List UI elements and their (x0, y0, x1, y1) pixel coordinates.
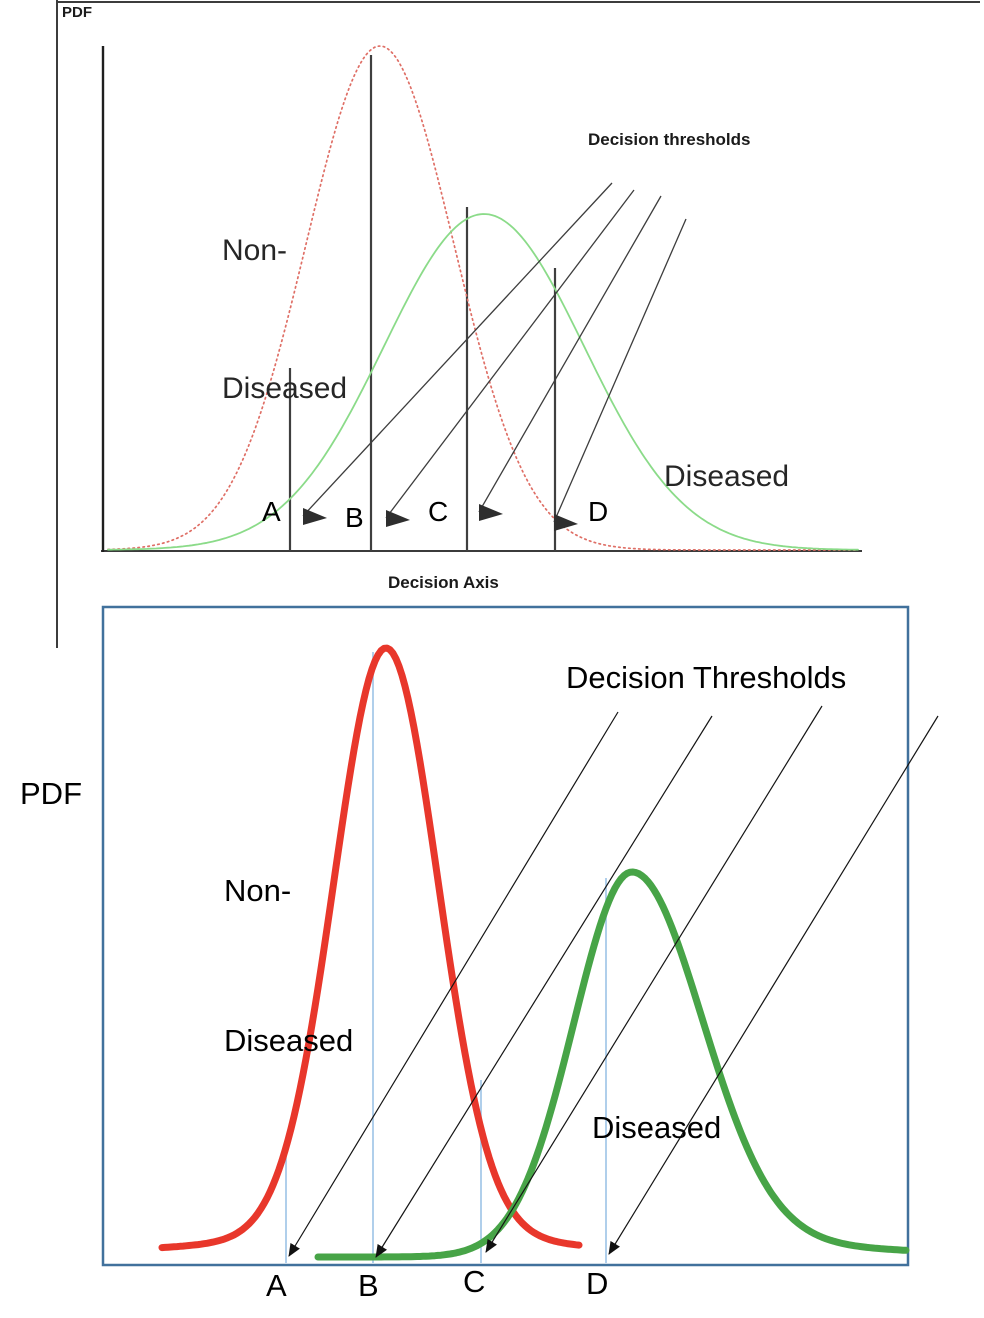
bottom-diseased-label: Diseased (592, 1110, 722, 1145)
top-decision-thresholds-annotation: Decision thresholds (588, 130, 751, 149)
top-threshold-label-d: D (588, 496, 609, 527)
bottom-threshold-label-d: D (586, 1266, 609, 1301)
top-non-diseased-line1: Non- (222, 234, 288, 267)
top-diseased-label: Diseased (664, 460, 790, 493)
bottom-pdf-axis-label: PDF (20, 776, 82, 811)
top-decision-axis-label: Decision Axis (388, 573, 499, 592)
top-threshold-label-b: B (345, 502, 364, 533)
top-non-diseased-line2: Diseased (222, 372, 348, 405)
bottom-chart-plot (101, 605, 939, 1267)
bottom-non-diseased-label: Non- Diseased (224, 766, 353, 1166)
top-non-diseased-label: Non- Diseased (222, 136, 347, 504)
top-threshold-label-a: A (262, 496, 281, 527)
bottom-threshold-label-b: B (358, 1268, 379, 1303)
bottom-threshold-label-c: C (463, 1264, 486, 1299)
bottom-decision-thresholds-annotation: Decision Thresholds (566, 660, 847, 695)
top-threshold-label-c: C (428, 496, 449, 527)
bottom-non-diseased-line2: Diseased (224, 1023, 354, 1058)
bottom-non-diseased-line1: Non- (224, 873, 292, 908)
top-pdf-axis-label: PDF (62, 4, 92, 21)
bottom-threshold-label-a: A (266, 1268, 287, 1303)
top-chart-plot (56, 0, 980, 648)
